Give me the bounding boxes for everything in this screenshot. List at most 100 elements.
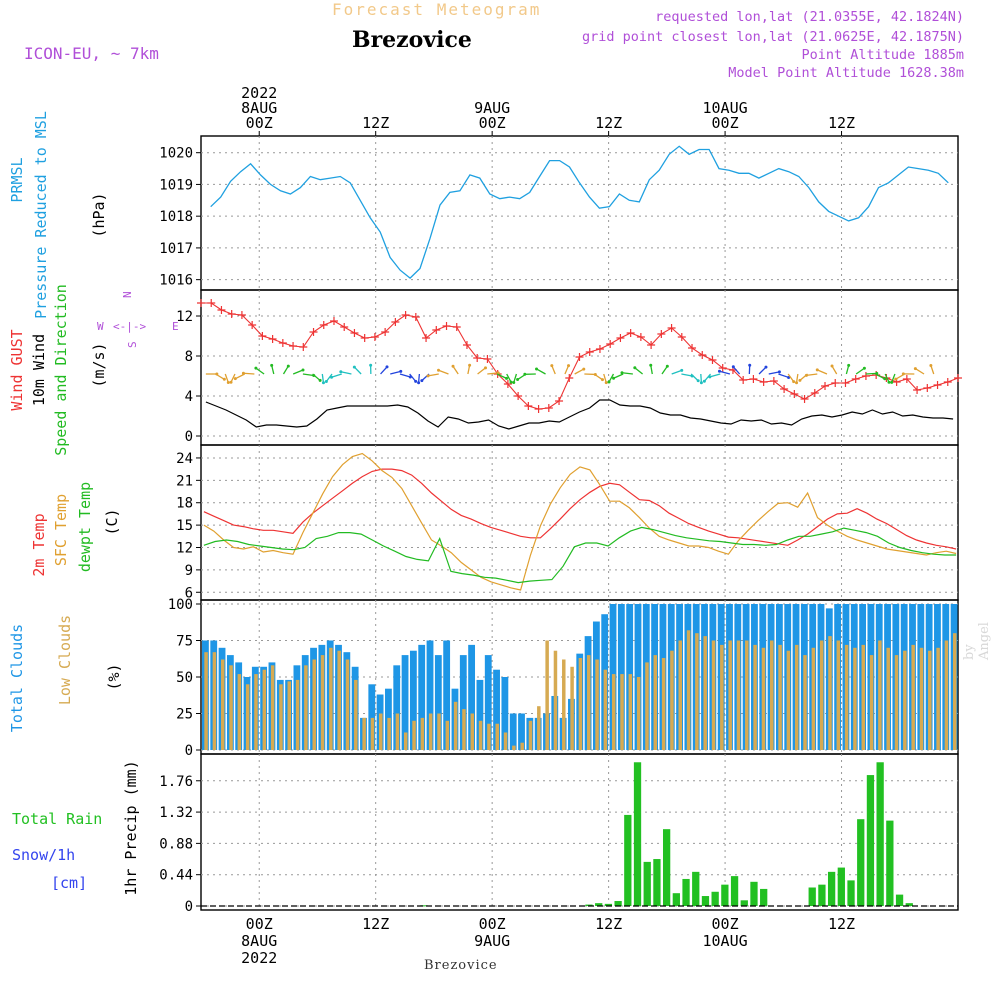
gust-marker <box>677 333 686 341</box>
low-cloud-bar <box>320 655 325 750</box>
wind-direction-arrow <box>496 373 507 379</box>
low-cloud-bar <box>578 658 583 750</box>
low-cloud-bar <box>911 644 915 750</box>
low-cloud-bar <box>745 640 749 750</box>
gust-marker <box>923 384 932 392</box>
top-time-label: 12Z <box>828 114 855 132</box>
low-cloud-bar <box>661 658 666 750</box>
low-cloud-bar <box>903 650 907 750</box>
wind-direction-arrow <box>536 368 546 375</box>
y-tick-label: 6 <box>185 585 193 601</box>
low-cloud-bar <box>270 665 275 750</box>
wind-direction-arrow <box>865 372 877 375</box>
gust-marker <box>841 379 850 387</box>
low-cloud-bar <box>312 659 316 750</box>
gust-marker <box>739 376 748 384</box>
low-cloud-bar <box>254 674 258 750</box>
low-cloud-bar <box>495 723 499 750</box>
wind-direction-arrow <box>243 372 255 375</box>
low-cloud-bar <box>512 745 516 750</box>
wind-direction-arrow <box>325 373 333 382</box>
low-cloud-bar <box>936 647 940 750</box>
low-cloud-bar <box>437 713 441 750</box>
wind-direction-arrow <box>778 373 789 379</box>
low-cloud-bar <box>304 665 308 750</box>
rain-bar <box>818 884 826 906</box>
bottom-time-label: 8AUG <box>241 932 277 950</box>
low-cloud-bar <box>337 650 341 750</box>
wind-direction-arrow <box>255 367 265 375</box>
wind-speed-line <box>205 399 954 430</box>
wind-arrow-head <box>385 365 389 369</box>
top-time-label: 12Z <box>595 114 622 132</box>
gust-marker <box>749 375 758 383</box>
gust-marker <box>503 380 512 388</box>
watermark: by Angel <box>962 622 992 660</box>
y-tick-label: 0 <box>185 743 193 759</box>
low-cloud-bar <box>262 669 267 750</box>
wind-arrow-head <box>324 380 328 384</box>
wind-arrow-head <box>318 378 322 382</box>
low-cloud-bar <box>553 650 558 750</box>
y-tick-label: 0.44 <box>159 868 193 884</box>
y-tick-label: 0 <box>185 899 193 915</box>
wind-arrow-head <box>399 369 403 373</box>
total-cloud-bar <box>393 665 401 750</box>
chart-title: Forecast Meteogram <box>332 0 542 19</box>
gust-marker <box>565 374 574 382</box>
gust-marker <box>708 356 717 364</box>
wind-direction-arrow <box>875 373 886 380</box>
y-axis-label: (%) <box>105 663 123 690</box>
low-cloud-bar <box>229 665 233 750</box>
wind-arrow-head <box>451 364 455 368</box>
gust-marker <box>524 402 533 410</box>
gust-marker <box>442 322 451 330</box>
total-cloud-bar <box>368 684 376 750</box>
wind-arrow-head <box>748 363 752 367</box>
wind-direction-arrow <box>574 368 585 375</box>
gust-marker <box>626 329 635 337</box>
y-tick-label: 0 <box>185 429 193 445</box>
wind-direction-arrow <box>593 373 603 381</box>
wind-arrow-head <box>516 378 520 382</box>
rain-bar <box>643 861 651 906</box>
y-tick-label: 12 <box>176 540 193 556</box>
wind-direction-arrow <box>564 365 570 375</box>
gust-marker <box>616 334 625 342</box>
y-tick-label: 50 <box>176 670 193 686</box>
total-cloud-bar <box>476 679 484 750</box>
panel-label-cm: [cm] <box>51 874 87 892</box>
gust-marker <box>483 355 492 363</box>
wind-arrow-head <box>414 379 418 383</box>
rain-bar <box>895 894 904 906</box>
y-axis-label: (hPa) <box>90 192 108 237</box>
requested-coords: requested lon,lat (21.0355E, 42.1824N) <box>655 9 964 25</box>
low-cloud-bar <box>503 732 508 750</box>
low-cloud-bar <box>537 706 541 750</box>
wind-arrow-head <box>717 369 721 373</box>
rain-bar <box>624 814 632 906</box>
low-cloud-bar <box>844 644 849 750</box>
temp2m-line <box>203 468 957 550</box>
low-cloud-bar <box>395 713 400 750</box>
gust-marker <box>831 379 840 387</box>
wind-arrow-head <box>862 366 866 370</box>
wind-arrow-head <box>894 377 898 381</box>
wind-arrow-head <box>523 372 527 376</box>
wind-direction-arrow <box>787 373 795 383</box>
wind-arrow-head <box>229 380 233 384</box>
low-cloud-bar <box>836 640 841 750</box>
gust-marker <box>258 332 267 340</box>
wind-arrow-head <box>696 379 700 383</box>
panel-frame-4 <box>200 753 959 911</box>
footer-station: Brezovice <box>424 958 498 973</box>
low-cloud-bar <box>562 659 566 750</box>
wind-arrow-head <box>708 375 712 379</box>
total-cloud-bar <box>434 655 442 750</box>
low-cloud-bar <box>811 647 816 750</box>
gust-marker <box>278 339 287 347</box>
gust-marker <box>585 348 594 356</box>
y-tick-label: 1.32 <box>159 805 193 821</box>
low-cloud-bar <box>528 720 533 750</box>
wind-arrow-head <box>804 373 808 377</box>
